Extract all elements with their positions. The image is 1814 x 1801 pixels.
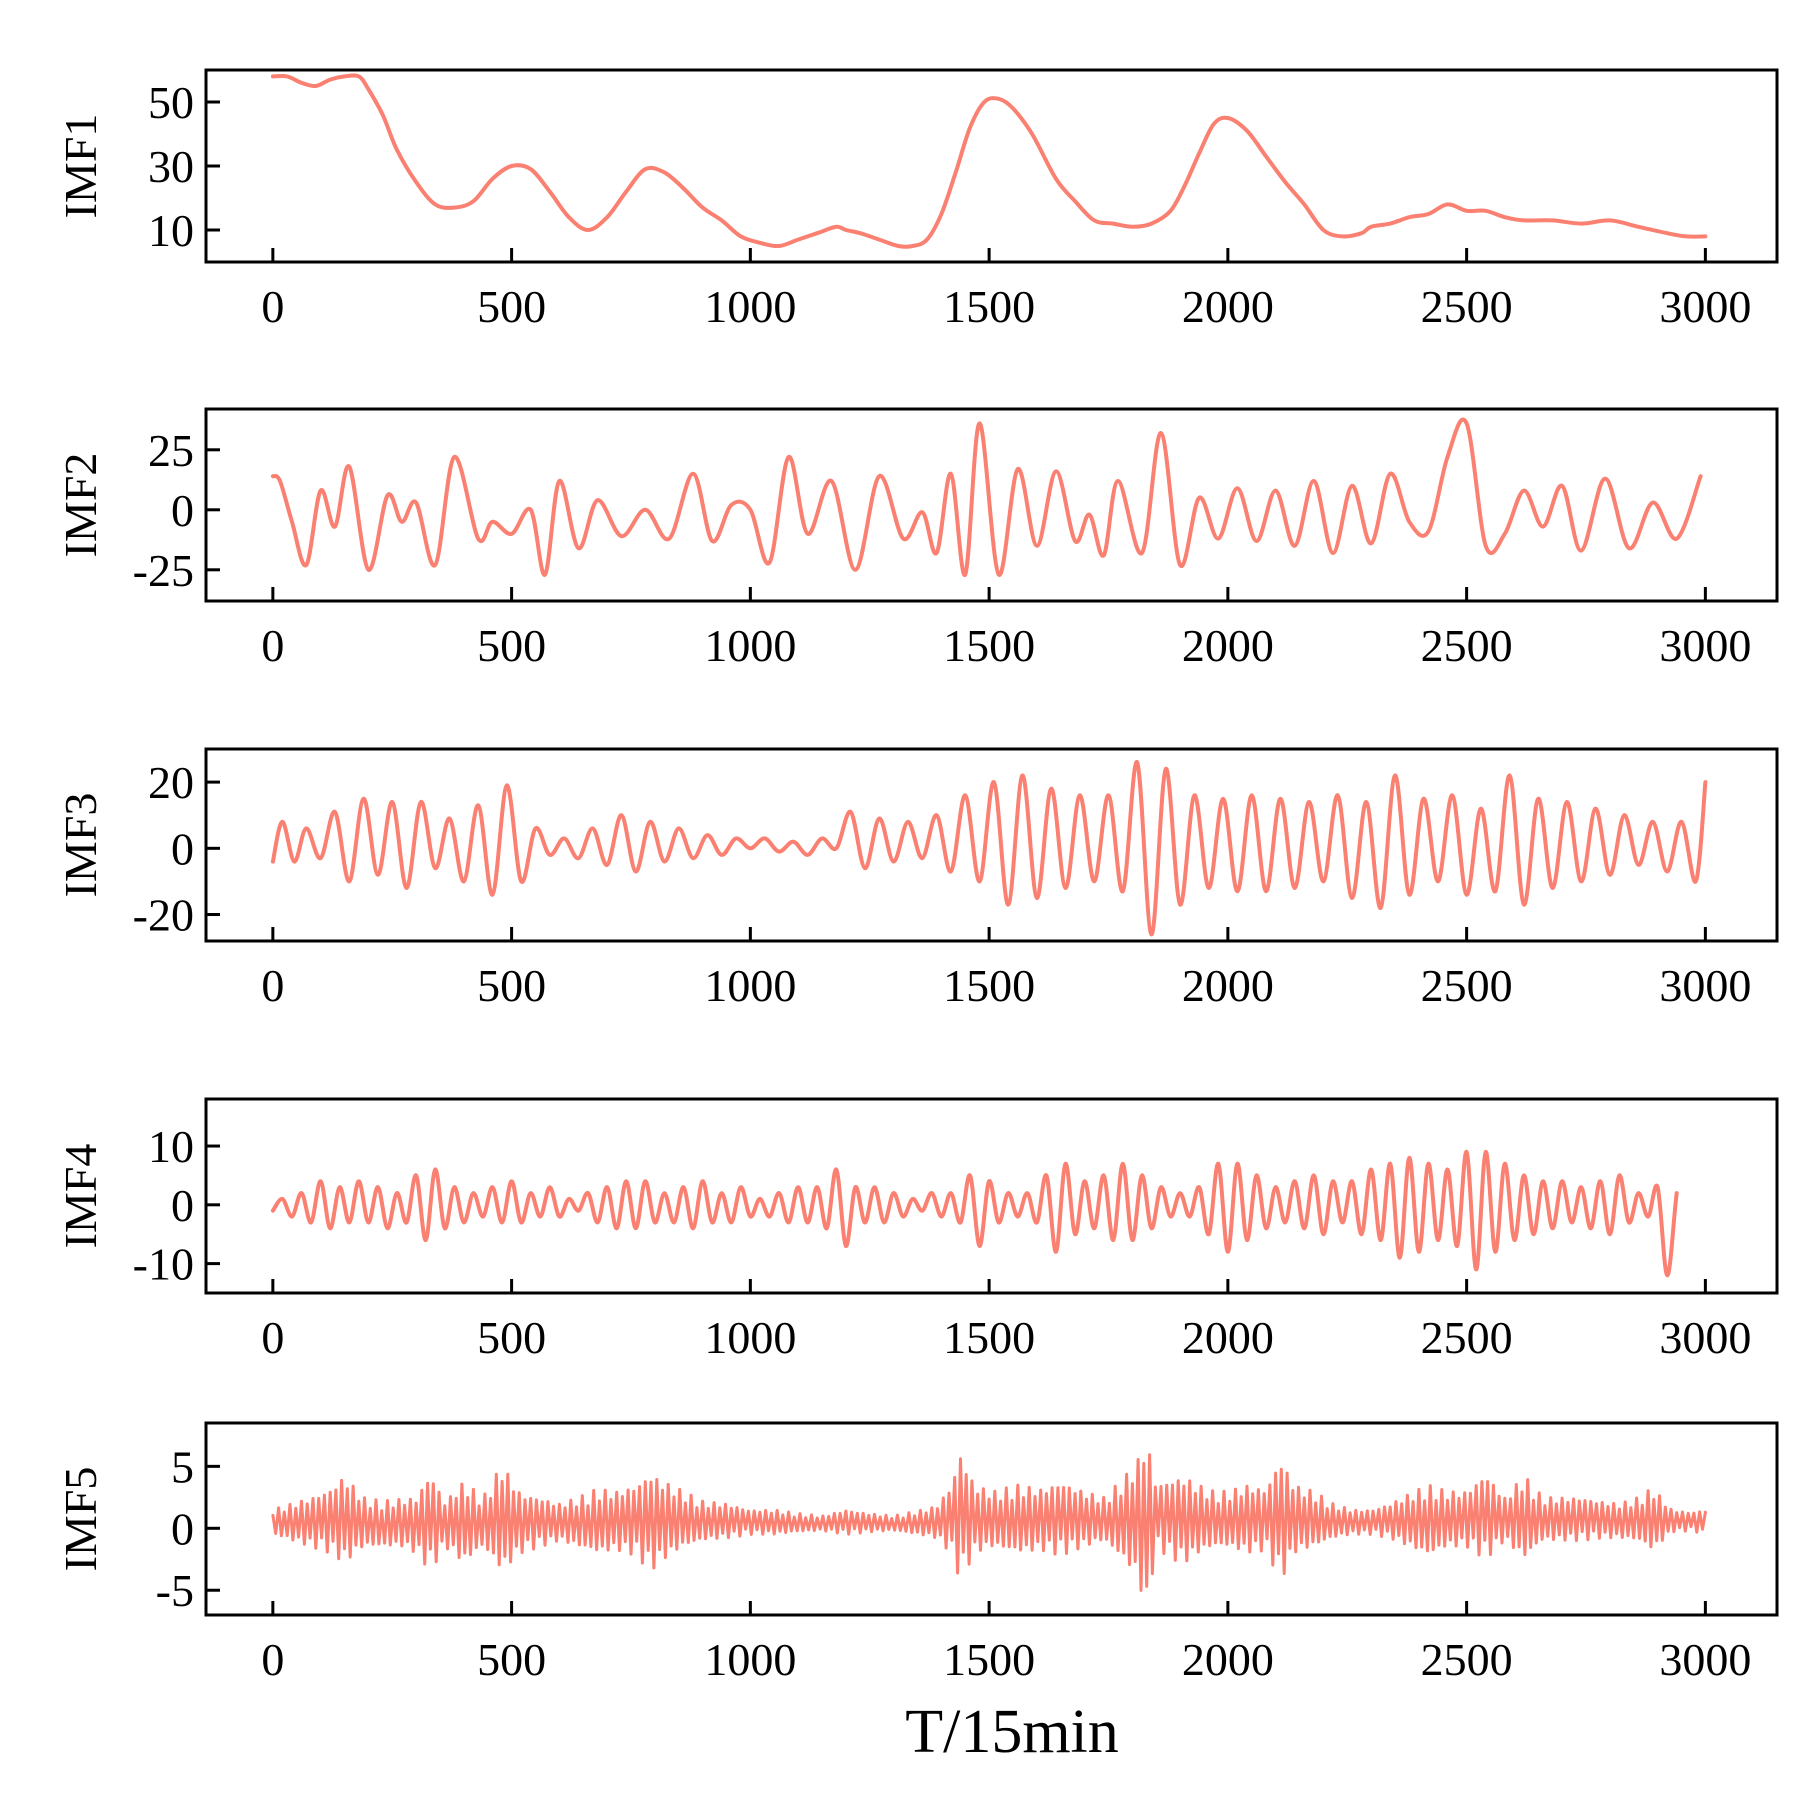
x-tick-label: 1000 bbox=[704, 620, 796, 671]
y-tick-label: 0 bbox=[171, 485, 194, 536]
x-tick-label: 3000 bbox=[1659, 1634, 1751, 1685]
y-tick-label: -10 bbox=[133, 1239, 194, 1290]
x-tick-label: 500 bbox=[477, 620, 546, 671]
y-axis-label-imf1: IMF1 bbox=[55, 114, 106, 219]
x-tick-label: 3000 bbox=[1659, 620, 1751, 671]
subplot-4: -10 0 10 0 500 1000 1500 2000 2500 3000 IMF4 bbox=[55, 1097, 1779, 1363]
x-tick-label: 3000 bbox=[1659, 960, 1751, 1011]
x-tick-label: 2500 bbox=[1421, 1634, 1513, 1685]
x-tick-label: 1500 bbox=[943, 960, 1035, 1011]
series-imf2 bbox=[270, 417, 1703, 577]
x-tick-label: 0 bbox=[261, 1312, 284, 1363]
x-tick-label: 1500 bbox=[943, 281, 1035, 332]
y-tick-label: 0 bbox=[171, 1180, 194, 1231]
y-tick-label: 50 bbox=[148, 77, 194, 128]
x-tick-label: 2000 bbox=[1182, 1634, 1274, 1685]
x-tick-label: 1000 bbox=[704, 1634, 796, 1685]
series-imf3 bbox=[270, 760, 1708, 937]
subplot-5: -5 0 5 0 500 1000 1500 2000 2500 3000 IMF5 bbox=[55, 1421, 1779, 1685]
x-tick-label: 500 bbox=[477, 960, 546, 1011]
y-axis-label-imf2: IMF2 bbox=[55, 453, 106, 558]
y-tick-label: 10 bbox=[148, 205, 194, 256]
x-tick-label: 3000 bbox=[1659, 281, 1751, 332]
x-tick-label: 2000 bbox=[1182, 620, 1274, 671]
y-tick-label: 5 bbox=[171, 1441, 194, 1492]
y-tick-label: -20 bbox=[133, 890, 194, 941]
y-axis-label-imf5: IMF5 bbox=[55, 1467, 106, 1572]
axes-frame bbox=[204, 747, 1779, 943]
series-imf1 bbox=[270, 73, 1708, 249]
y-axis-label-imf4: IMF4 bbox=[55, 1144, 106, 1249]
x-tick-label: 1500 bbox=[943, 1634, 1035, 1685]
x-tick-label: 0 bbox=[261, 960, 284, 1011]
axes-frame bbox=[204, 407, 1779, 603]
series-imf4 bbox=[270, 1149, 1679, 1278]
x-tick-label: 2500 bbox=[1421, 960, 1513, 1011]
x-tick-label: 500 bbox=[477, 1312, 546, 1363]
subplot-3: -20 0 20 0 500 1000 1500 2000 2500 3000 IMF3 bbox=[55, 747, 1779, 1011]
y-axis-label-imf3: IMF3 bbox=[55, 793, 106, 898]
x-tick-label: 2000 bbox=[1182, 1312, 1274, 1363]
axes-frame bbox=[204, 1421, 1779, 1617]
x-tick-label: 2500 bbox=[1421, 620, 1513, 671]
series-imf5 bbox=[271, 1453, 1707, 1592]
x-axis-label: T/15min bbox=[905, 1698, 1119, 1766]
y-tick-label: 10 bbox=[148, 1121, 194, 1172]
axes-frame bbox=[204, 1097, 1779, 1295]
y-tick-label: 30 bbox=[148, 141, 194, 192]
y-tick-label: 0 bbox=[171, 823, 194, 874]
x-tick-label: 1500 bbox=[943, 1312, 1035, 1363]
x-tick-label: 1500 bbox=[943, 620, 1035, 671]
x-tick-label: 3000 bbox=[1659, 1312, 1751, 1363]
x-tick-label: 0 bbox=[261, 281, 284, 332]
x-tick-label: 1000 bbox=[704, 1312, 796, 1363]
x-tick-label: 1000 bbox=[704, 281, 796, 332]
x-tick-label: 2000 bbox=[1182, 281, 1274, 332]
y-tick-label: 25 bbox=[148, 425, 194, 476]
x-tick-label: 2500 bbox=[1421, 281, 1513, 332]
y-tick-label: 0 bbox=[171, 1503, 194, 1554]
y-tick-label: -5 bbox=[156, 1565, 194, 1616]
x-tick-label: 0 bbox=[261, 620, 284, 671]
x-tick-label: 2500 bbox=[1421, 1312, 1513, 1363]
x-tick-label: 2000 bbox=[1182, 960, 1274, 1011]
x-tick-label: 1000 bbox=[704, 960, 796, 1011]
y-tick-label: -25 bbox=[133, 545, 194, 596]
x-tick-label: 0 bbox=[261, 1634, 284, 1685]
x-tick-label: 500 bbox=[477, 281, 546, 332]
x-tick-label: 500 bbox=[477, 1634, 546, 1685]
y-tick-label: 20 bbox=[148, 757, 194, 808]
